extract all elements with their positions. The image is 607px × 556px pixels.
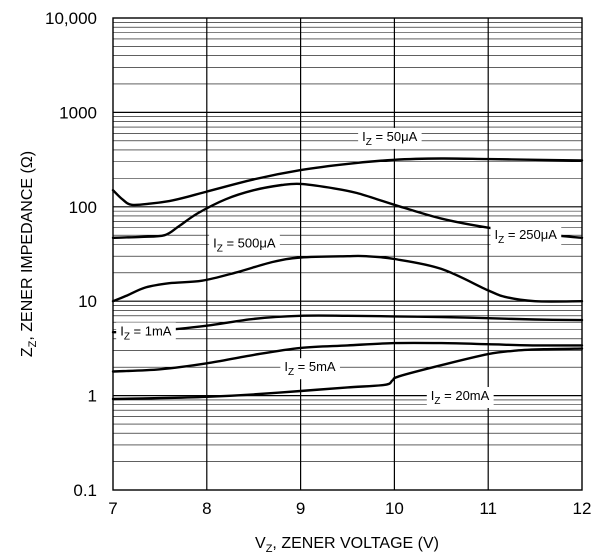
series-line-6 — [111, 347, 584, 401]
series-label-main: I — [362, 129, 366, 144]
series-label-sub: Z — [434, 396, 440, 407]
x-tick-label: 8 — [202, 499, 211, 518]
x-tick-labels: 7 8 9 10 11 12 — [108, 499, 591, 518]
grid — [113, 18, 582, 490]
y-tick-label: 0.1 — [73, 481, 97, 500]
series-label-rest: = 20mA — [441, 388, 490, 403]
series-label-text: IZ = 250μA — [495, 227, 558, 246]
series-line-3 — [111, 254, 584, 303]
x-tick-label: 7 — [108, 499, 117, 518]
x-tick-label: 12 — [573, 499, 592, 518]
series-label-sub: Z — [217, 243, 223, 254]
series-label-text: IZ = 5mA — [284, 359, 336, 378]
y-tick-label: 10,000 — [45, 9, 97, 28]
y-tick-label: 10 — [78, 292, 97, 311]
series-line-2 — [111, 182, 584, 239]
series-line-1 — [111, 157, 584, 207]
series-label-text: IZ = 1mA — [120, 323, 172, 342]
curves — [111, 157, 584, 401]
x-tick-label: 11 — [479, 499, 497, 518]
series-label-rest: = 1mA — [130, 323, 172, 338]
series-label-sub: Z — [498, 235, 504, 246]
series-label-2: IZ = 250μA — [490, 226, 562, 248]
series-label-main: I — [495, 227, 499, 242]
series-label-text: IZ = 20mA — [431, 388, 490, 407]
series-label-background — [209, 234, 280, 256]
x-axis-label: VZ, ZENER VOLTAGE (V) — [255, 535, 439, 555]
y-tick-label: 1 — [88, 387, 97, 406]
x-tick-label: 10 — [385, 499, 404, 518]
series-label-background — [426, 387, 494, 409]
series-label-main: I — [284, 359, 288, 374]
y-tick-label: 100 — [69, 198, 97, 217]
y-tick-label: 1000 — [59, 103, 97, 122]
series-label-sub: Z — [124, 331, 130, 342]
series-label-3: IZ = 500μA — [209, 234, 280, 256]
x-tick-label: 9 — [296, 499, 305, 518]
plot-frame — [112, 17, 583, 491]
y-tick-labels: 0.1 1 10 100 1000 10,000 — [45, 9, 97, 500]
y-axis-label: ZZ, ZENER IMPEDANCE (Ω) — [19, 151, 39, 357]
series-label-background — [280, 358, 340, 380]
series-label-main: I — [431, 388, 435, 403]
series-label-rest: = 500μA — [223, 235, 276, 250]
series-label-text: IZ = 50μA — [362, 129, 418, 148]
series-label-rest: = 250μA — [504, 227, 557, 242]
series-label-main: I — [120, 323, 124, 338]
series-label-main: I — [213, 235, 217, 250]
series-label-sub: Z — [366, 137, 372, 148]
series-label-1: IZ = 50μA — [358, 127, 422, 149]
series-label-background — [116, 322, 176, 344]
series-label-4: IZ = 1mA — [116, 322, 176, 344]
series-label-sub: Z — [288, 367, 294, 378]
series-label-rest: = 50μA — [372, 129, 418, 144]
series-label-text: IZ = 500μA — [213, 235, 276, 254]
series-line-4 — [111, 314, 584, 334]
series-label-background — [358, 127, 422, 149]
series-label-5: IZ = 5mA — [280, 358, 340, 380]
series-label-background — [490, 226, 562, 248]
series-line-5 — [111, 341, 584, 373]
series-label-6: IZ = 20mA — [426, 387, 494, 409]
series-label-rest: = 5mA — [294, 359, 336, 374]
